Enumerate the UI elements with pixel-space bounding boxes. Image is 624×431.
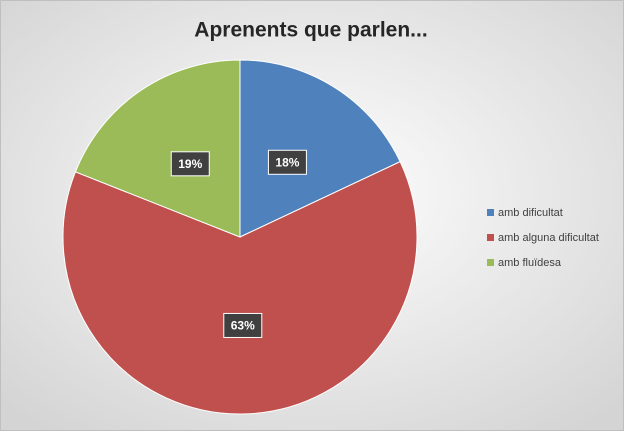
- data-label: 63%: [231, 319, 255, 333]
- pie-slice: [74, 59, 241, 238]
- pie-slice: [239, 59, 401, 238]
- data-label-box: [223, 312, 263, 338]
- legend-label: amb alguna dificultat: [498, 232, 599, 244]
- legend-label: amb dificultat: [498, 207, 563, 219]
- legend-label: amb fluïdesa: [498, 257, 562, 269]
- data-label-box: [170, 151, 210, 177]
- legend-swatch: [487, 209, 494, 216]
- pie-slice: [62, 160, 418, 415]
- chart-title: Aprenents que parlen...: [194, 19, 427, 42]
- legend-swatch: [487, 234, 494, 241]
- data-label: 18%: [275, 155, 299, 169]
- data-label: 19%: [178, 157, 202, 171]
- legend-swatch: [487, 259, 494, 266]
- data-label-box: [267, 149, 307, 175]
